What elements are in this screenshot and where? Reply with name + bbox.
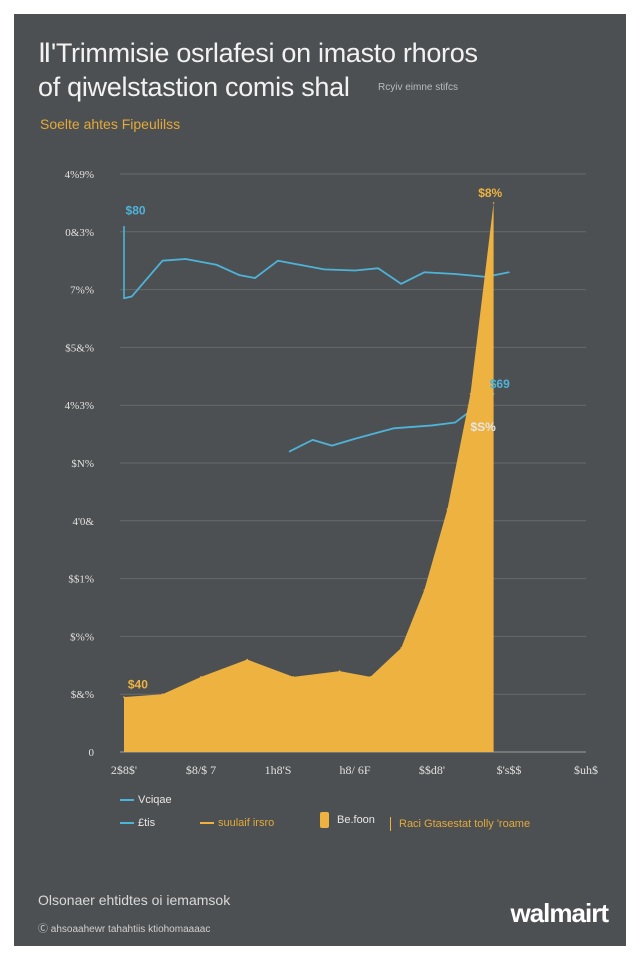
series-2-point-11 (492, 202, 495, 204)
annotation-3: $S% (471, 420, 497, 434)
series-1-point-2 (331, 444, 333, 447)
chart-title-line-2: of qiwelstastion comis shal (38, 72, 350, 102)
legend-item-3: Be.foon (320, 812, 375, 828)
legend-item-1: £tis (120, 817, 155, 829)
legend-label-4: Raci Gtasestat tolly 'roame (399, 818, 531, 830)
chart-title: Ⅱ'Trimmisie osrlafesi on imasto rhoros o… (38, 36, 478, 104)
series-1-point-4 (392, 427, 395, 430)
annotation-4: $8% (478, 186, 502, 200)
series-0-point-1 (130, 295, 133, 298)
series-0-point-5 (238, 274, 241, 276)
series-2-point-3 (246, 658, 248, 661)
legend-label-2: suulaif irsro (218, 817, 275, 829)
series-0-point-11 (400, 283, 403, 285)
legend-item-0: Vciqae (120, 794, 172, 806)
x-tick-label-0: 2$8$' (111, 763, 137, 777)
x-tick-label-3: h8/ 6F (339, 763, 370, 777)
y-tick-label-0: 0 (89, 747, 95, 759)
y-tick-label-5: $N% (71, 458, 94, 470)
series-line-0 (123, 258, 510, 300)
series-0-point-7 (277, 259, 279, 262)
chart-plot: 0 $&% $%% $$1% 4'0& $N% 4%3% $5&% 7%% 0&3% 4%9% 2$8… (65, 169, 598, 777)
chart-title-note: Rcyiv eimne stifcs (378, 82, 459, 93)
series-0-point-2 (161, 259, 164, 262)
series-1-point-3 (354, 437, 356, 440)
series-0-point-8 (323, 268, 326, 271)
y-tick-label-9: 0&3% (65, 227, 94, 239)
y-tick-label-7: $5&% (65, 342, 94, 354)
chart-subtitle: Soelte ahtes Fipeulilss (40, 116, 181, 132)
series-1-point-5 (431, 424, 433, 427)
series-0-point-10 (377, 267, 379, 270)
series-2-point-10 (469, 392, 472, 395)
legend-swatch-2 (200, 822, 214, 824)
series-2-point-0 (123, 696, 125, 698)
y-tick-label-1: $&% (71, 689, 94, 701)
legend-label-0: Vciqae (138, 794, 172, 806)
footer-source: Olsonaer ehtidtes oi iemamsok (38, 892, 231, 908)
series-2-point-9 (446, 508, 449, 511)
series-2-point-7 (400, 647, 403, 649)
series-2-point-1 (161, 693, 164, 695)
x-tick-label-4: $$d8' (419, 763, 445, 777)
series-2-point-6 (369, 676, 372, 678)
annotation-0: $80 (126, 203, 146, 217)
series-2-point-2 (200, 676, 202, 678)
legend-item-4: Raci Gtasestat tolly 'roame (390, 817, 530, 831)
y-tick-label-8: 7%% (70, 285, 94, 297)
y-tick-label-3: $$1% (68, 574, 94, 586)
legend-label-1: £tis (138, 817, 156, 829)
legend-item-2: suulaif irsro (200, 817, 274, 829)
series-0-point-13 (454, 273, 456, 275)
legend-swatch-3 (320, 812, 329, 828)
series-0-point-3 (184, 258, 187, 260)
legend-swatch-1 (120, 822, 134, 824)
series-1-point-0 (288, 450, 291, 453)
y-tick-label-4: 4'0& (72, 516, 94, 528)
y-tick-label-6: 4%3% (65, 400, 94, 412)
series-2-point-4 (292, 676, 295, 678)
series-0-point-9 (354, 269, 356, 272)
brand-logo: walmairt (510, 898, 609, 928)
series-2-point-5 (338, 670, 341, 672)
y-tick-label-2: $%% (70, 631, 94, 643)
series-1-point-1 (311, 439, 314, 441)
series-0-point-15 (508, 271, 510, 274)
legend-label-3: Be.foon (337, 814, 375, 826)
x-tick-label-2: 1h8'S (265, 763, 292, 777)
series-0-point-12 (423, 271, 426, 274)
series-2-point-8 (423, 589, 426, 591)
x-tick-label-5: $'s$$ (497, 763, 522, 777)
y-tick-label-10: 4%9% (65, 169, 94, 181)
series-0-point-6 (254, 277, 256, 279)
chart-panel: Ⅱ'Trimmisie osrlafesi on imasto rhoros o… (14, 14, 626, 946)
x-tick-label-1: $8/$ 7 (186, 763, 216, 777)
annotation-2: $69 (490, 377, 510, 391)
series-area-2 (124, 202, 494, 752)
series-line-1 (289, 392, 495, 453)
footer-note: Ⓒ ahsoaahewr tahahtiis ktiohomaaaac (38, 924, 211, 935)
chart-title-line-1: Ⅱ'Trimmisie osrlafesi on imasto rhoros (38, 38, 478, 68)
annotation-1: $40 (128, 677, 148, 691)
series-1-point-6 (454, 421, 456, 424)
x-tick-label-6: $uh$ (574, 763, 598, 777)
legend-swatch-4 (390, 817, 391, 831)
series-0-point-4 (215, 263, 218, 266)
legend-swatch-0 (120, 799, 134, 801)
